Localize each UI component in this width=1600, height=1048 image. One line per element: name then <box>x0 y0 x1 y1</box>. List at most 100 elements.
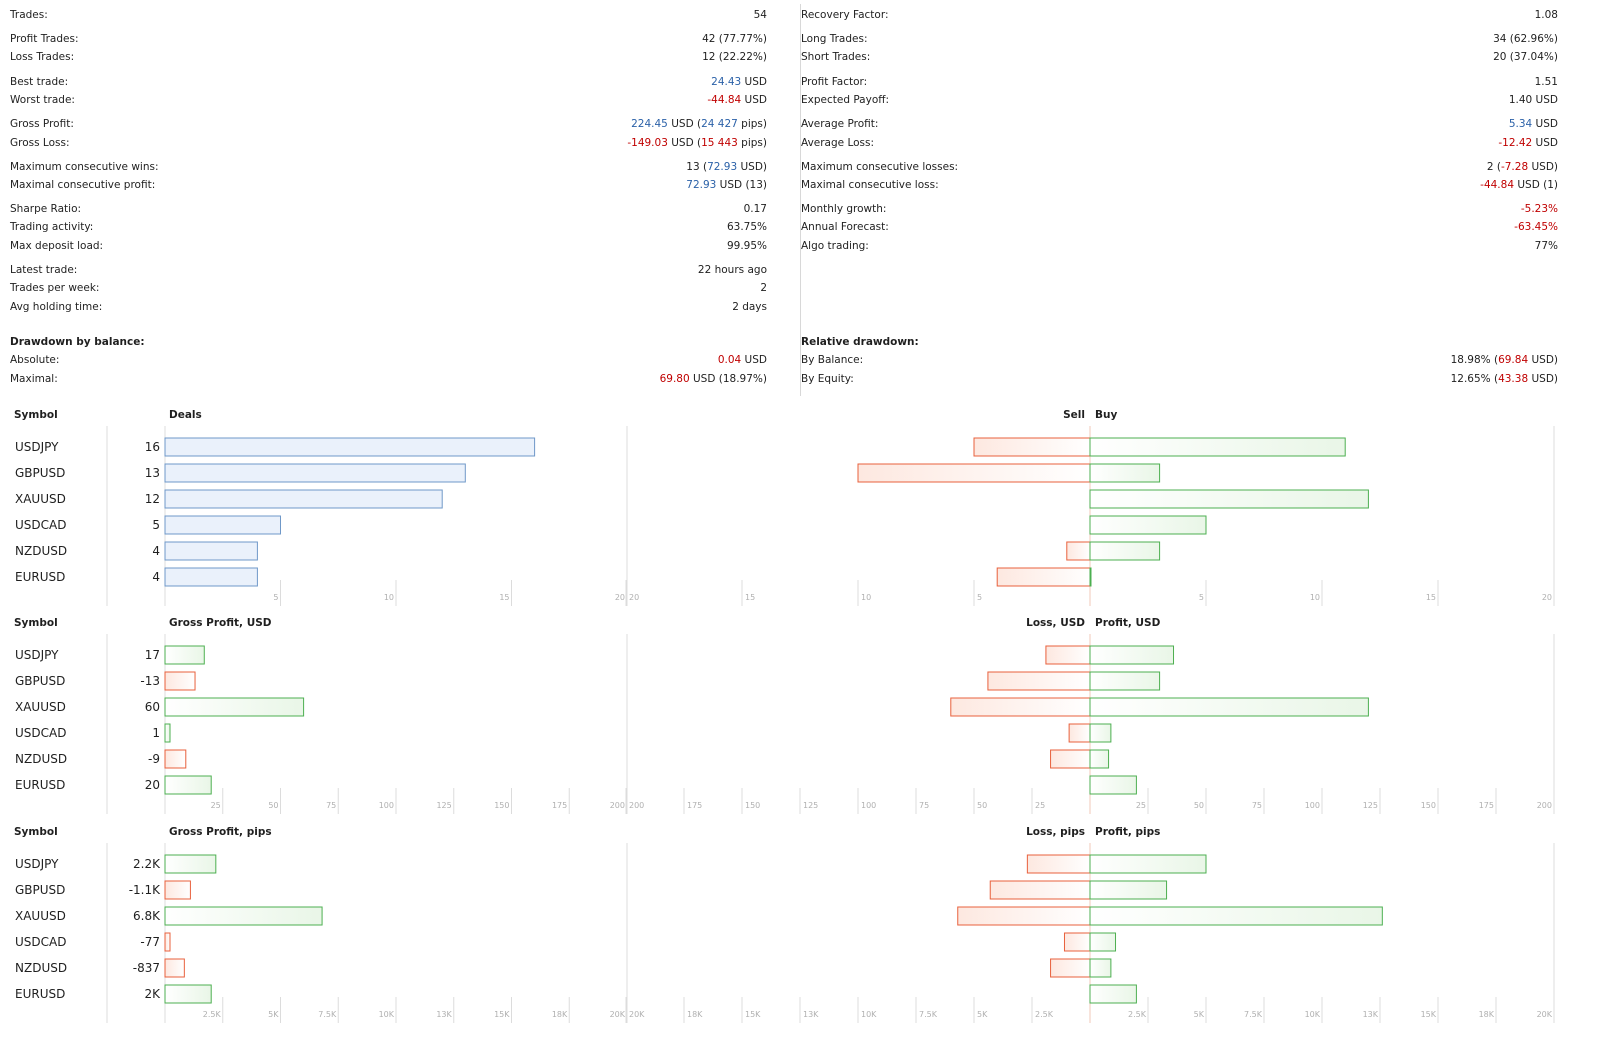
stat-label: Average Loss: <box>801 137 875 149</box>
stat-value: -12.42 USD <box>1498 134 1558 152</box>
column-divider <box>800 4 801 396</box>
left-stat-row: Max deposit load: 99.95% <box>10 237 767 255</box>
buy-bar <box>1089 645 1175 665</box>
buy-bar <box>1089 906 1383 926</box>
buy-header: Profit, pips <box>1095 826 1160 838</box>
left-drawdown-row: Maximal: 69.80 USD (18.97%) <box>10 370 767 388</box>
stat-label: Short Trades: <box>801 51 871 63</box>
stat-value: 2 <box>760 279 767 297</box>
value-part: -149.03 <box>627 137 668 149</box>
right-stat-row: Maximal consecutive loss: -44.84 USD (1) <box>801 176 1558 194</box>
right-tick-label: 200 <box>629 801 644 810</box>
left-bar <box>164 541 258 561</box>
stat-value: 1.51 <box>1535 73 1558 91</box>
stat-label: Maximal consecutive profit: <box>10 179 156 191</box>
right-tick-label: 75 <box>919 801 929 810</box>
stat-value: 12 (22.22%) <box>702 48 767 66</box>
drawdown-heading-label: Drawdown by balance: <box>10 336 145 348</box>
buy-bar <box>1089 671 1161 691</box>
right-tick-label: 5K <box>977 1010 988 1019</box>
buy-header: Profit, USD <box>1095 617 1161 629</box>
gross-profit-usd-chart-section: Symbol Gross Profit, USD Loss, USD Profit, … <box>0 612 1600 824</box>
left-tick-label: 7.5K <box>318 1010 337 1019</box>
left-stat-row: Best trade: 24.43 USD <box>10 73 767 91</box>
right-tick-label: 18K <box>1479 1010 1495 1019</box>
value-label: -1.1K <box>129 883 161 897</box>
stat-label: Maximal: <box>10 373 58 385</box>
stat-value: 1.40 USD <box>1509 91 1558 109</box>
right-tick-label: 10K <box>861 1010 877 1019</box>
right-tick-label: 200 <box>1537 801 1552 810</box>
right-stat-row: Average Profit: 5.34 USD <box>801 115 1558 133</box>
left-tick-label: 100 <box>379 801 394 810</box>
sell-bar <box>973 437 1091 457</box>
left-tick-label: 2.5K <box>203 1010 222 1019</box>
value-label: 17 <box>145 648 160 662</box>
right-stat-row: Monthly growth: -5.23% <box>801 200 1558 218</box>
value-part: -44.84 <box>1480 179 1515 191</box>
left-bar <box>164 437 536 457</box>
symbol-label: XAUUSD <box>15 492 66 506</box>
left-tick-label: 25 <box>211 801 221 810</box>
sell-bar <box>950 697 1091 717</box>
value-label: 13 <box>145 466 160 480</box>
stat-label: Maximum consecutive losses: <box>801 161 959 173</box>
stat-label: Trades per week: <box>10 282 100 294</box>
value-part: 22 hours ago <box>697 264 767 276</box>
value-part: 1.08 <box>1534 9 1558 21</box>
value-label: 5 <box>152 518 160 532</box>
stat-label: Best trade: <box>10 76 69 88</box>
left-stat-row: Sharpe Ratio: 0.17 <box>10 200 767 218</box>
right-drawdown-row: By Balance: 18.98% (69.84 USD) <box>801 351 1558 369</box>
right-stat-row: Recovery Factor: 1.08 <box>801 6 1558 24</box>
value-part: pips) <box>737 137 767 149</box>
stat-label: Maximal consecutive loss: <box>801 179 939 191</box>
value-part: 42 (77.77%) <box>702 33 767 45</box>
left-tick-label: 5 <box>273 593 278 602</box>
stat-value: 5.34 USD <box>1509 115 1558 133</box>
value-part: 34 (62.96%) <box>1493 33 1558 45</box>
right-tick-label: 15 <box>745 593 755 602</box>
stat-value: -44.84 USD (1) <box>1480 176 1558 194</box>
left-drawdown-row: Absolute: 0.04 USD <box>10 351 767 369</box>
stat-label: Latest trade: <box>10 264 78 276</box>
right-tick-label: 175 <box>1479 801 1494 810</box>
left-tick-label: 125 <box>436 801 451 810</box>
chart-svg: Symbol Deals Sell Buy 5 10 15 20 20 15 10 5 5 10 15 20 U… <box>14 409 1555 606</box>
value-part: USD ( <box>667 137 702 149</box>
value-part: USD (18.97%) <box>689 373 767 385</box>
left-bar <box>164 932 171 952</box>
left-bar <box>164 749 187 769</box>
stat-label: By Balance: <box>801 354 864 366</box>
value-label: 4 <box>152 544 160 558</box>
buy-header: Buy <box>1095 409 1117 421</box>
buy-bar <box>1089 437 1346 457</box>
sell-bar <box>989 880 1091 900</box>
gross-profit-pips-chart-section: Symbol Gross Profit, pips Loss, pips Profit… <box>0 821 1600 1033</box>
value-part: 13 ( <box>686 161 708 173</box>
left-bar <box>164 489 443 509</box>
left-tick-label: 15 <box>499 593 509 602</box>
sell-bar <box>987 671 1091 691</box>
value-part: 12.65% ( <box>1450 373 1499 385</box>
buy-bar <box>1089 932 1117 952</box>
symbol-label: GBPUSD <box>15 674 65 688</box>
right-drawdown-row: By Equity: 12.65% (43.38 USD) <box>801 370 1558 388</box>
left-bar <box>164 854 217 874</box>
sell-bar <box>1050 749 1091 769</box>
symbol-label: USDJPY <box>15 440 59 454</box>
right-tick-label: 15 <box>1426 593 1436 602</box>
value-part: -5.23% <box>1520 203 1558 215</box>
sell-bar <box>1045 645 1091 665</box>
value-part: USD) <box>737 161 767 173</box>
symbol-label: NZDUSD <box>15 544 67 558</box>
symbol-label: NZDUSD <box>15 752 67 766</box>
stat-label: Recovery Factor: <box>801 9 889 21</box>
left-bar <box>164 463 466 483</box>
left-tick-label: 13K <box>436 1010 452 1019</box>
right-stat-row: Short Trades: 20 (37.04%) <box>801 48 1558 66</box>
left-stat-row: Gross Loss: -149.03 USD (15 443 pips) <box>10 134 767 152</box>
left-stat-row: Trading activity: 63.75% <box>10 218 767 236</box>
right-tick-label: 50 <box>977 801 987 810</box>
left-chart-header: Deals <box>169 409 202 421</box>
